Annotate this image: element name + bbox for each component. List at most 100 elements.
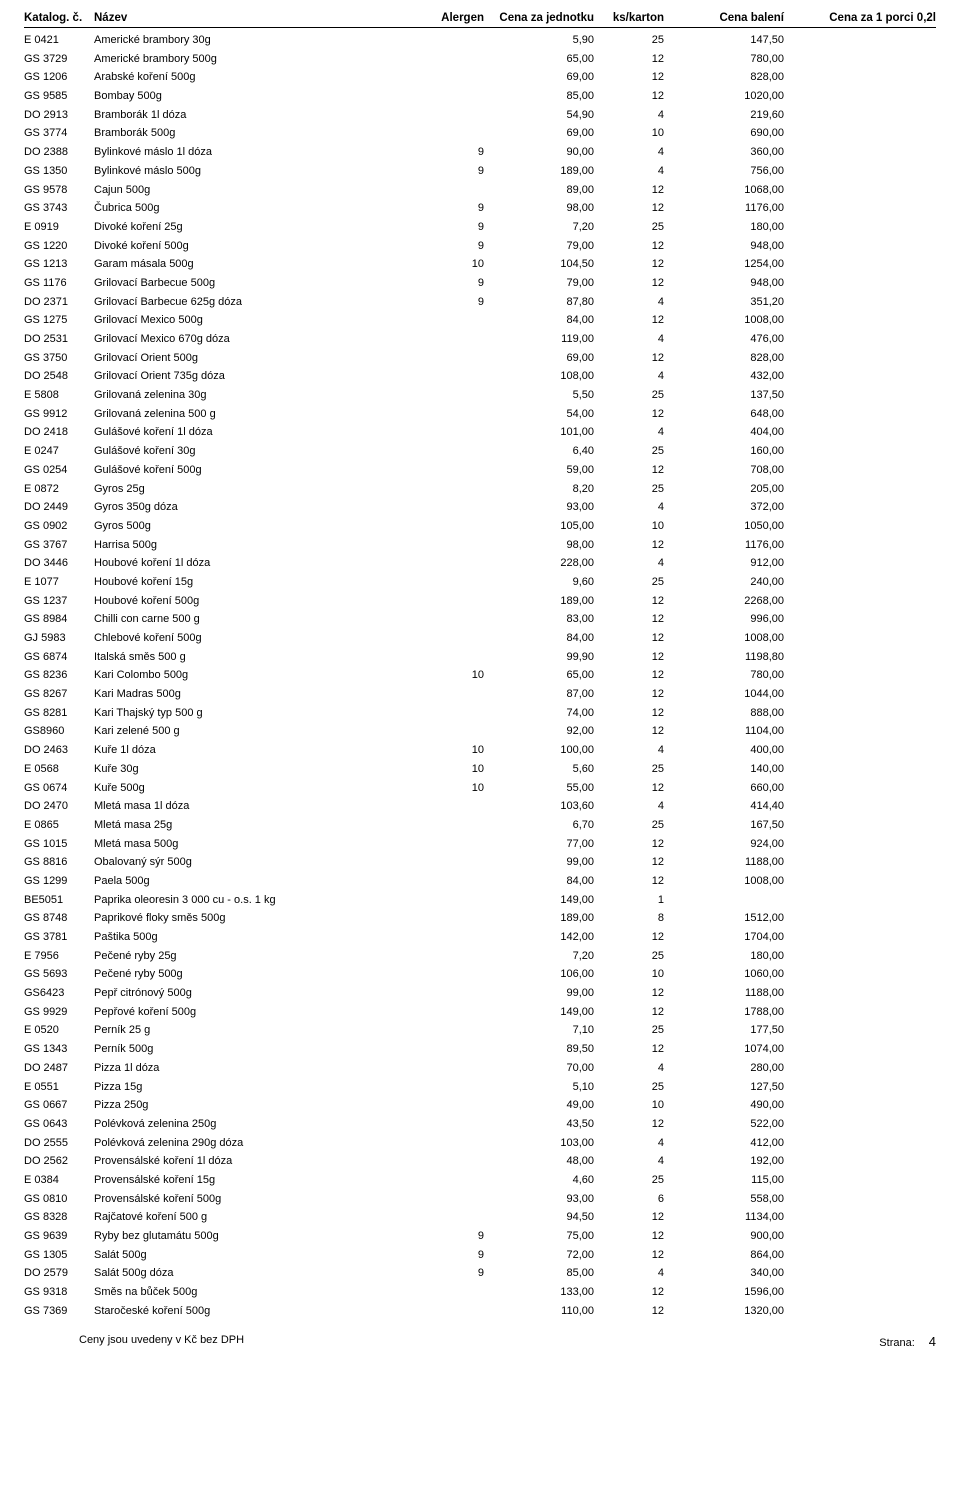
cell-pack: 140,00 (664, 760, 784, 779)
cell-code: E 1077 (24, 573, 94, 592)
table-row: E 0384Provensálské koření 15g4,6025115,0… (24, 1171, 936, 1190)
cell-ks: 8 (594, 909, 664, 928)
cell-ks: 1 (594, 891, 664, 910)
cell-pack: 280,00 (664, 1059, 784, 1078)
table-row: GS 8984Chilli con carne 500 g83,0012996,… (24, 610, 936, 629)
cell-pack: 948,00 (664, 237, 784, 256)
cell-ks: 12 (594, 928, 664, 947)
cell-price: 77,00 (494, 835, 594, 854)
cell-pack: 115,00 (664, 1171, 784, 1190)
cell-price: 133,00 (494, 1283, 594, 1302)
cell-code: DO 2487 (24, 1059, 94, 1078)
table-body: E 0421Americké brambory 30g5,9025147,50G… (24, 31, 936, 1320)
cell-pack: 414,40 (664, 797, 784, 816)
table-row: E 0247Gulášové koření 30g6,4025160,00 (24, 442, 936, 461)
cell-name: Americké brambory 500g (94, 50, 424, 69)
cell-code: GS 7369 (24, 1302, 94, 1321)
cell-name: Paela 500g (94, 872, 424, 891)
table-row: GS 9318Směs na bůček 500g133,00121596,00 (24, 1283, 936, 1302)
page-number: 4 (929, 1334, 936, 1349)
cell-alerg: 9 (424, 1264, 494, 1283)
table-row: GS 8281Kari Thajský typ 500 g74,0012888,… (24, 704, 936, 723)
cell-ks: 12 (594, 1227, 664, 1246)
cell-price: 92,00 (494, 722, 594, 741)
cell-name: Kuře 500g (94, 779, 424, 798)
table-header: Katalog. č. Název Alergen Cena za jednot… (24, 12, 936, 28)
cell-pack: 1008,00 (664, 311, 784, 330)
cell-alerg: 9 (424, 293, 494, 312)
cell-price: 106,00 (494, 965, 594, 984)
cell-code: GJ 5983 (24, 629, 94, 648)
cell-ks: 12 (594, 835, 664, 854)
cell-ks: 12 (594, 50, 664, 69)
cell-name: Houbové koření 1l dóza (94, 554, 424, 573)
table-row: E 0865Mletá masa 25g6,7025167,50 (24, 816, 936, 835)
cell-price: 98,00 (494, 536, 594, 555)
table-row: GS 0902Gyros 500g105,00101050,00 (24, 517, 936, 536)
table-row: DO 2548Grilovací Orient 735g dóza108,004… (24, 367, 936, 386)
cell-code: DO 3446 (24, 554, 94, 573)
cell-pack: 522,00 (664, 1115, 784, 1134)
cell-pack: 924,00 (664, 835, 784, 854)
cell-name: Gulášové koření 1l dóza (94, 423, 424, 442)
cell-price: 69,00 (494, 349, 594, 368)
cell-code: DO 2418 (24, 423, 94, 442)
cell-pack: 137,50 (664, 386, 784, 405)
cell-name: Divoké koření 25g (94, 218, 424, 237)
cell-pack: 404,00 (664, 423, 784, 442)
cell-price: 6,40 (494, 442, 594, 461)
cell-name: Ryby bez glutamátu 500g (94, 1227, 424, 1246)
cell-code: E 0520 (24, 1021, 94, 1040)
cell-price: 85,00 (494, 1264, 594, 1283)
cell-code: DO 2555 (24, 1134, 94, 1153)
table-row: GS 1305Salát 500g972,0012864,00 (24, 1246, 936, 1265)
cell-pack: 412,00 (664, 1134, 784, 1153)
table-row: GS 9912Grilovaná zelenina 500 g54,001264… (24, 405, 936, 424)
cell-code: GS 9318 (24, 1283, 94, 1302)
cell-price: 85,00 (494, 87, 594, 106)
hdr-alergen: Alergen (424, 12, 494, 24)
cell-name: Grilovací Orient 500g (94, 349, 424, 368)
cell-price: 4,60 (494, 1171, 594, 1190)
cell-price: 79,00 (494, 237, 594, 256)
table-row: GS 3774Bramborák 500g69,0010690,00 (24, 124, 936, 143)
cell-price: 149,00 (494, 891, 594, 910)
table-row: GS 3767Harrisa 500g98,00121176,00 (24, 536, 936, 555)
cell-pack: 1188,00 (664, 984, 784, 1003)
table-row: GS 0674Kuře 500g1055,0012660,00 (24, 779, 936, 798)
cell-name: Bramborák 500g (94, 124, 424, 143)
table-row: DO 2470Mletá masa 1l dóza103,604414,40 (24, 797, 936, 816)
cell-pack: 888,00 (664, 704, 784, 723)
cell-code: GS 1213 (24, 255, 94, 274)
cell-alerg: 10 (424, 255, 494, 274)
table-row: GS 8816Obalovaný sýr 500g99,00121188,00 (24, 853, 936, 872)
cell-ks: 4 (594, 1059, 664, 1078)
table-row: DO 3446Houbové koření 1l dóza228,004912,… (24, 554, 936, 573)
cell-pack: 1176,00 (664, 536, 784, 555)
cell-ks: 12 (594, 648, 664, 667)
cell-ks: 25 (594, 480, 664, 499)
cell-name: Pepřové koření 500g (94, 1003, 424, 1022)
cell-code: DO 2548 (24, 367, 94, 386)
cell-code: GS8960 (24, 722, 94, 741)
cell-name: Kuře 30g (94, 760, 424, 779)
cell-price: 93,00 (494, 498, 594, 517)
cell-ks: 12 (594, 274, 664, 293)
cell-name: Divoké koření 500g (94, 237, 424, 256)
cell-code: GS 0254 (24, 461, 94, 480)
cell-code: GS 1305 (24, 1246, 94, 1265)
table-row: E 0872Gyros 25g8,2025205,00 (24, 480, 936, 499)
cell-ks: 12 (594, 199, 664, 218)
table-row: GS 3743Čubrica 500g998,00121176,00 (24, 199, 936, 218)
cell-price: 55,00 (494, 779, 594, 798)
cell-price: 104,50 (494, 255, 594, 274)
cell-name: Provensálské koření 15g (94, 1171, 424, 1190)
table-row: GS 8328Rajčatové koření 500 g94,50121134… (24, 1208, 936, 1227)
cell-name: Chilli con carne 500 g (94, 610, 424, 629)
cell-name: Americké brambory 30g (94, 31, 424, 50)
cell-price: 65,00 (494, 666, 594, 685)
cell-name: Grilovací Barbecue 500g (94, 274, 424, 293)
cell-price: 59,00 (494, 461, 594, 480)
cell-name: Gyros 500g (94, 517, 424, 536)
cell-code: GS 1299 (24, 872, 94, 891)
